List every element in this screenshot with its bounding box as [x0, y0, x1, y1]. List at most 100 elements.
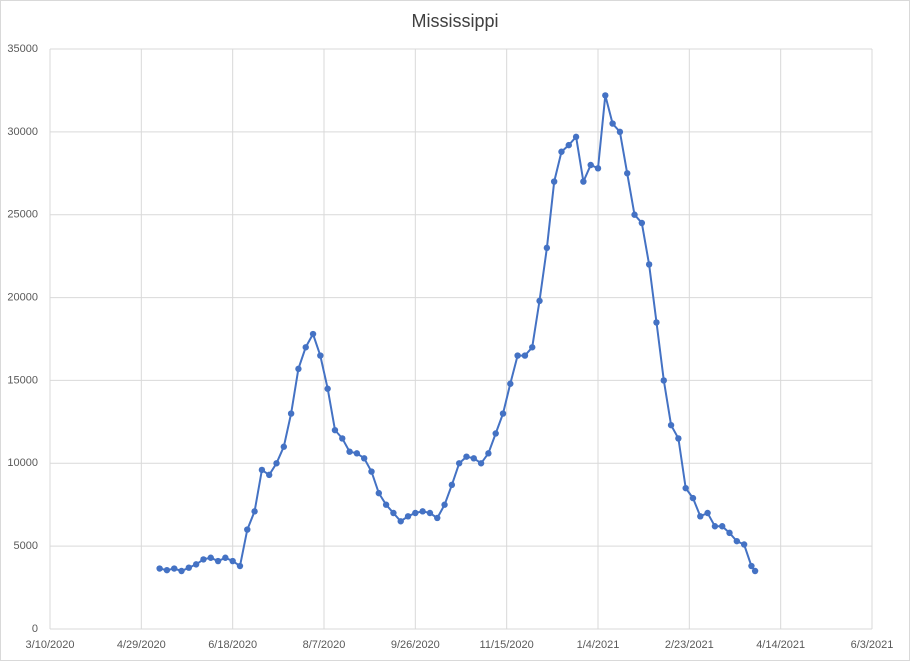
marker [156, 565, 163, 572]
marker [302, 344, 309, 351]
marker [624, 170, 631, 177]
x-tick-label: 9/26/2020 [391, 639, 440, 651]
x-tick-label: 1/4/2021 [577, 639, 620, 651]
marker [426, 509, 434, 517]
marker [587, 161, 594, 169]
marker [287, 410, 295, 417]
marker [740, 541, 748, 548]
marker [550, 178, 558, 185]
marker [580, 178, 587, 185]
x-tick-label: 4/29/2020 [117, 639, 166, 651]
marker [536, 297, 543, 305]
marker [207, 554, 214, 561]
marker [704, 509, 711, 517]
marker [214, 557, 222, 565]
marker [602, 92, 609, 99]
x-tick-label: 6/18/2020 [208, 639, 257, 651]
marker [295, 365, 302, 373]
marker [404, 513, 412, 520]
marker [339, 435, 346, 442]
marker [171, 565, 178, 572]
marker [360, 455, 368, 462]
chart-title: Mississippi [411, 11, 498, 31]
x-tick-label: 11/15/2020 [480, 639, 534, 651]
marker [178, 567, 185, 575]
y-tick-label: 5000 [14, 540, 38, 552]
marker [251, 508, 258, 515]
marker [236, 562, 244, 570]
x-tick-label: 3/10/2020 [26, 639, 75, 651]
marker [594, 165, 602, 172]
marker [638, 219, 646, 227]
y-tick-label: 10000 [7, 457, 38, 469]
marker [653, 319, 660, 326]
marker [448, 481, 456, 489]
marker [675, 435, 682, 442]
marker [660, 377, 667, 384]
marker [368, 468, 375, 475]
x-tick-label: 8/7/2020 [303, 639, 346, 651]
marker [163, 566, 171, 574]
marker [309, 330, 317, 338]
y-tick-label: 20000 [7, 291, 38, 303]
marker [229, 557, 236, 565]
marker [682, 484, 689, 492]
marker [390, 509, 397, 517]
marker [192, 561, 200, 568]
marker [748, 562, 755, 570]
marker [331, 426, 339, 434]
marker [324, 385, 331, 392]
marker [200, 556, 207, 563]
marker [616, 128, 624, 136]
marker [631, 211, 638, 218]
marker [529, 344, 536, 351]
marker [434, 514, 441, 522]
marker [470, 455, 477, 462]
marker [543, 244, 551, 252]
marker [477, 460, 485, 467]
x-tick-label: 6/3/2021 [851, 639, 894, 651]
marker [645, 261, 653, 268]
marker [266, 471, 273, 479]
marker [346, 448, 353, 455]
marker [572, 133, 580, 141]
marker [397, 518, 404, 525]
y-tick-label: 35000 [7, 43, 38, 55]
marker [185, 564, 193, 571]
marker [463, 453, 470, 460]
marker [711, 523, 719, 530]
y-tick-label: 30000 [7, 126, 38, 138]
marker [558, 148, 565, 155]
marker [258, 466, 266, 474]
marker [751, 567, 759, 575]
marker [733, 537, 741, 545]
marker [485, 450, 492, 457]
marker [244, 526, 251, 533]
marker [507, 380, 514, 387]
marker [667, 421, 675, 429]
marker [726, 529, 733, 537]
marker [719, 523, 726, 530]
marker [697, 513, 704, 520]
marker [412, 509, 419, 517]
marker [222, 554, 229, 561]
marker [521, 352, 529, 359]
marker [419, 508, 426, 515]
y-tick-label: 15000 [7, 374, 38, 386]
marker [514, 352, 521, 359]
marker [280, 443, 288, 450]
marker [499, 410, 507, 417]
marker [565, 141, 572, 149]
marker [455, 460, 463, 467]
y-tick-label: 0 [32, 623, 38, 635]
x-tick-label: 2/23/2021 [665, 639, 714, 651]
marker [353, 450, 361, 457]
marker [441, 501, 448, 508]
marker [273, 460, 280, 467]
marker [375, 489, 382, 497]
x-tick-label: 4/14/2021 [756, 639, 805, 651]
marker [492, 430, 499, 437]
marker [689, 494, 697, 502]
